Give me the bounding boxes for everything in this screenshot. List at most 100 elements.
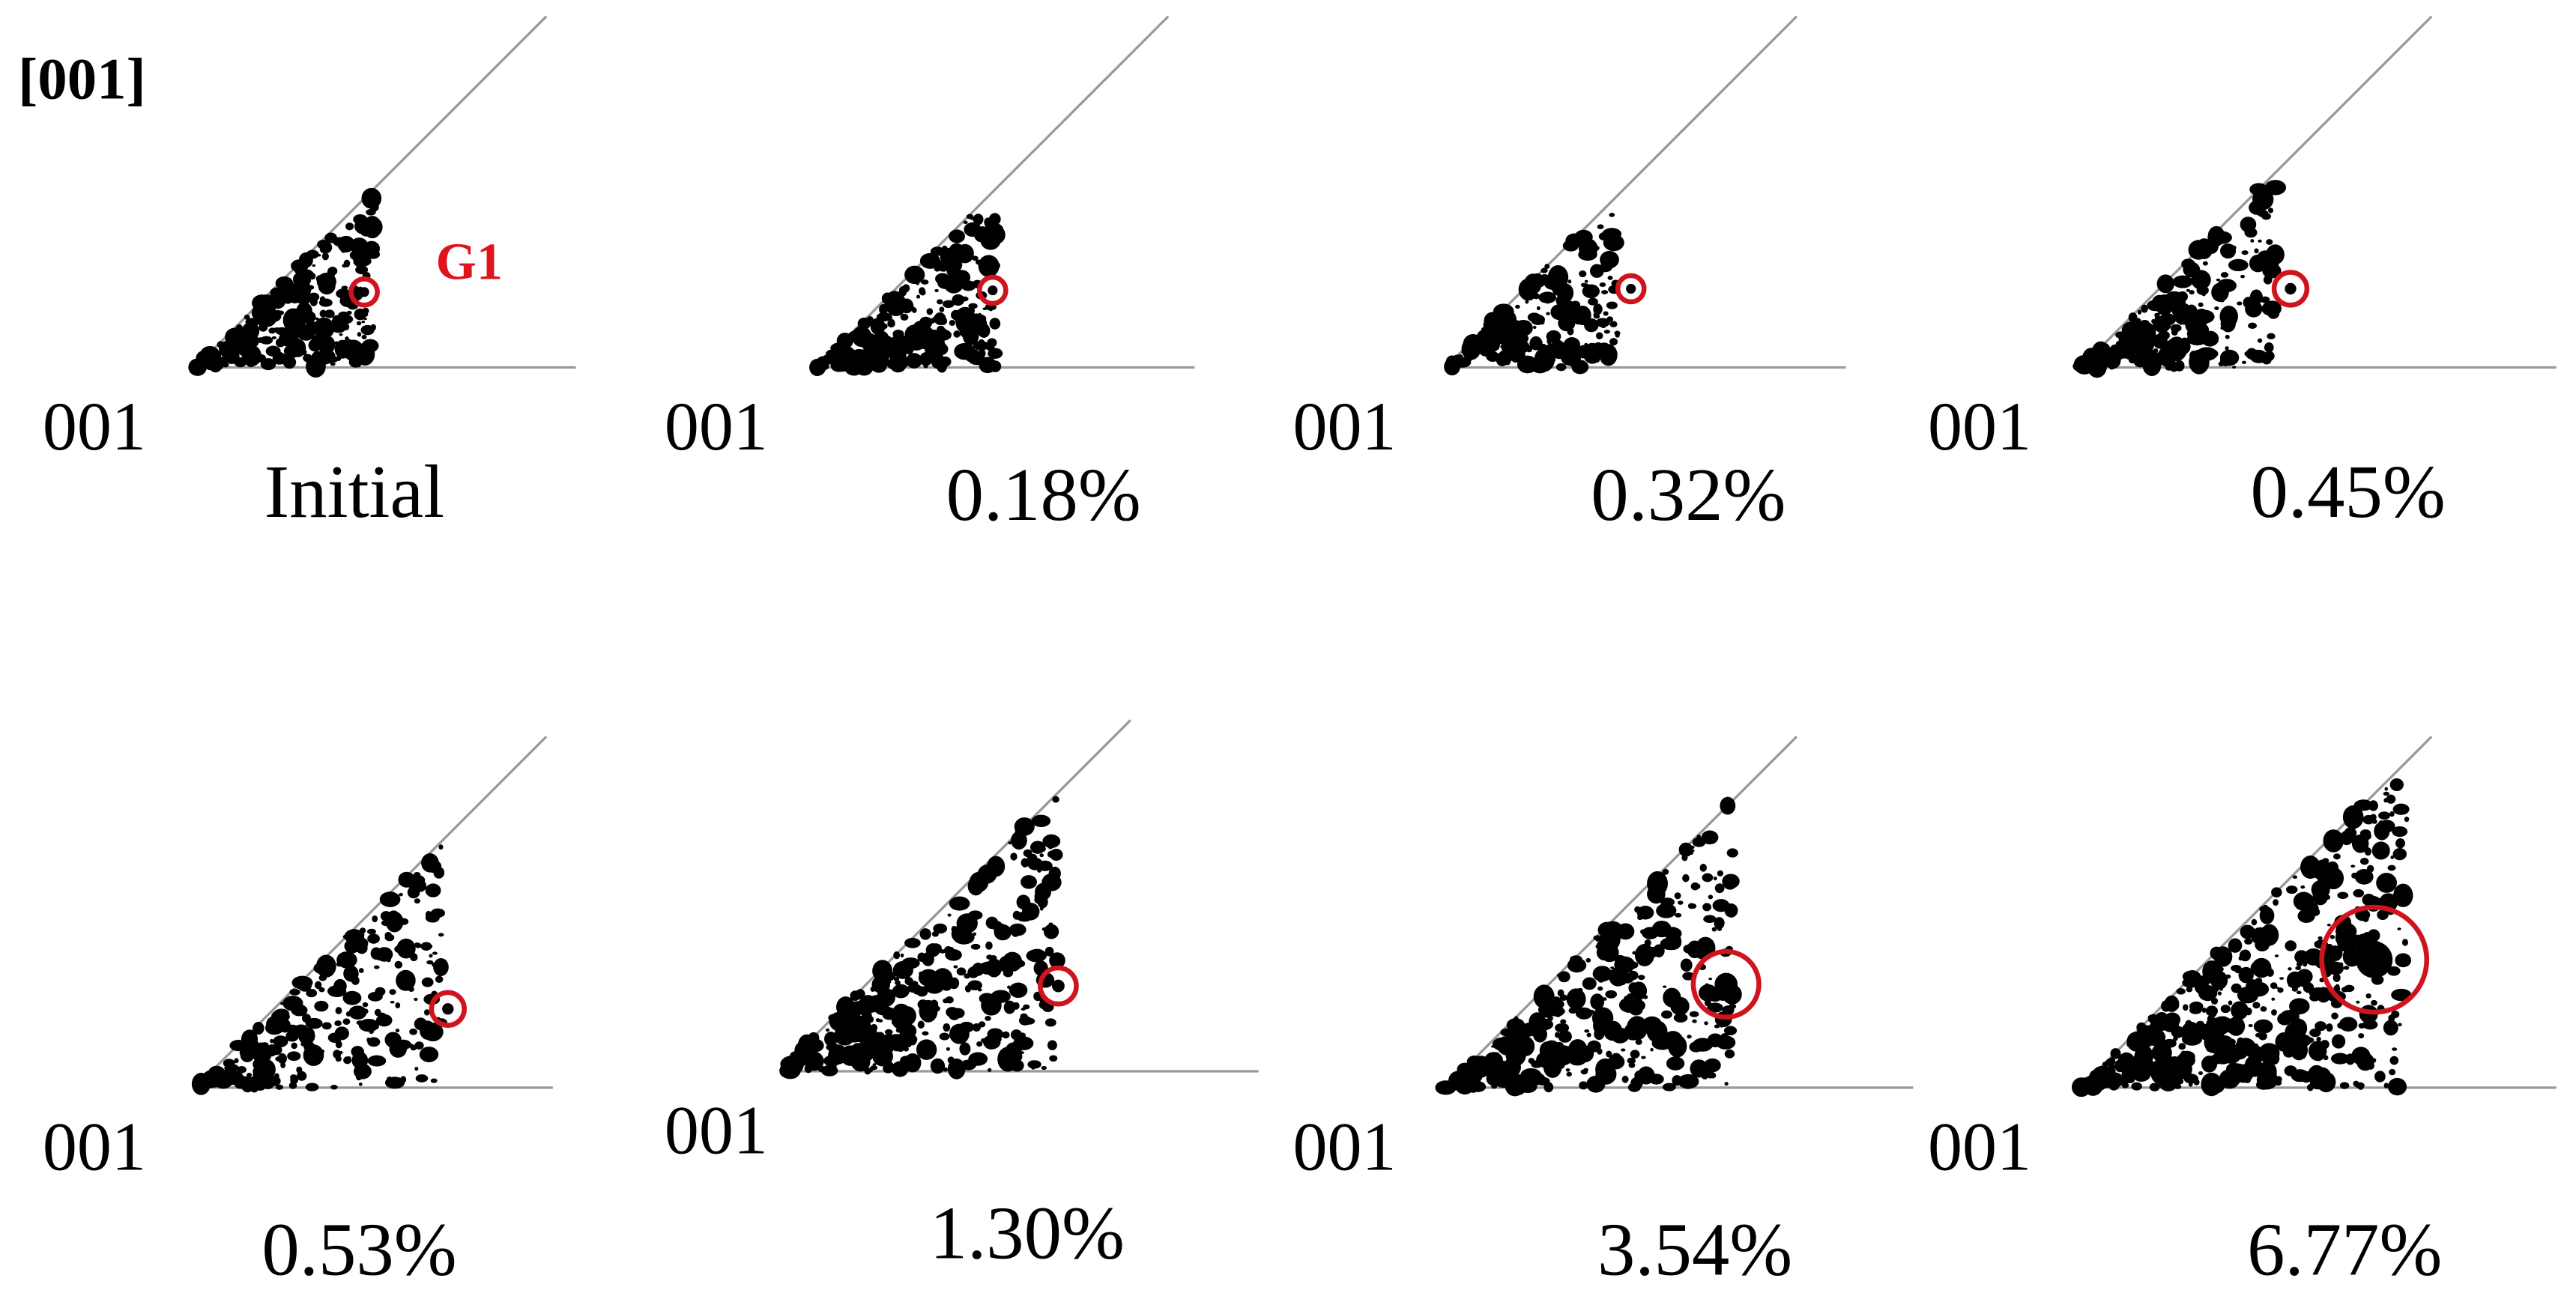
- orientation-spot: [872, 354, 889, 368]
- orientation-spot: [1595, 318, 1610, 327]
- orientation-spot: [2294, 950, 2309, 964]
- orientation-spot: [343, 957, 350, 962]
- orientation-spot: [968, 303, 978, 309]
- orientation-spot: [375, 987, 386, 996]
- orientation-spot: [1047, 1040, 1057, 1050]
- pole-figure: 001 6.77%: [1928, 736, 2557, 1292]
- orientation-spot: [2183, 1004, 2189, 1011]
- orientation-spot: [817, 1065, 826, 1073]
- orientation-spot: [1558, 971, 1570, 983]
- orientation-spot: [1699, 863, 1707, 872]
- orientation-spot: [2228, 1000, 2233, 1005]
- orientation-spot: [2392, 803, 2410, 815]
- orientation-spot: [909, 338, 916, 343]
- orientation-spot: [2178, 1043, 2186, 1050]
- orientation-spot: [255, 1074, 268, 1088]
- orientation-spot: [2137, 309, 2142, 315]
- orientation-spot: [259, 336, 273, 345]
- orientation-spot: [2211, 337, 2219, 345]
- orientation-spot: [2229, 245, 2237, 250]
- orientation-spot: [2141, 304, 2148, 313]
- orientation-spot: [1048, 866, 1061, 881]
- orientation-spot: [2387, 864, 2396, 871]
- orientation-spot: [937, 325, 946, 334]
- orientation-spot: [895, 1043, 905, 1053]
- orientation-spot: [2270, 934, 2274, 938]
- orientation-spot: [354, 342, 375, 366]
- orientation-spot: [815, 360, 827, 369]
- orientation-spot: [2216, 278, 2221, 282]
- orientation-spot: [345, 222, 354, 231]
- orientation-spot: [1529, 1012, 1546, 1032]
- orientation-spot: [2243, 1077, 2251, 1083]
- orientation-spot: [998, 956, 1013, 972]
- orientation-spot: [211, 1077, 220, 1088]
- orientation-spot: [1674, 892, 1681, 900]
- orientation-spot: [1621, 1075, 1629, 1083]
- orientation-spot: [2162, 1038, 2177, 1048]
- orientation-spot: [2387, 1077, 2407, 1096]
- orientation-spot: [1049, 1055, 1058, 1062]
- orientation-spot: [987, 1068, 992, 1072]
- orientation-spot: [833, 1017, 842, 1023]
- grain-circle: [429, 990, 467, 1028]
- orientation-spot: [373, 228, 378, 231]
- orientation-spot: [1461, 351, 1466, 354]
- orientation-spot: [1577, 987, 1583, 992]
- orientation-spot: [2356, 1053, 2374, 1071]
- orientation-spot: [958, 932, 965, 941]
- orientation-spot: [275, 1084, 284, 1090]
- orientation-spot: [2379, 1074, 2386, 1080]
- orientation-spot: [294, 293, 304, 300]
- orientation-spot: [1724, 1082, 1729, 1086]
- orientation-spot: [2288, 967, 2292, 971]
- orientation-spot: [247, 1072, 253, 1078]
- orientation-spot: [949, 896, 970, 911]
- orientation-spot: [311, 273, 316, 277]
- orientation-spot: [2392, 847, 2407, 861]
- orientation-spot: [265, 345, 281, 357]
- orientation-spot: [1609, 338, 1618, 346]
- orientation-spot: [1515, 304, 1520, 309]
- orientation-spot: [1540, 319, 1545, 325]
- orientation-spot: [1525, 300, 1529, 304]
- orientation-spot: [952, 294, 965, 306]
- orientation-spot: [1010, 1059, 1024, 1072]
- orientation-spot: [958, 346, 963, 350]
- orientation-spot: [879, 303, 889, 315]
- orientation-spot: [2284, 1065, 2297, 1077]
- orientation-spot: [1567, 279, 1572, 284]
- orientation-spot: [356, 321, 362, 326]
- orientation-spot: [871, 975, 891, 993]
- orientation-spot: [202, 347, 221, 369]
- orientation-spot: [362, 196, 378, 207]
- orientation-spot: [2195, 238, 2213, 259]
- orientation-spot: [270, 1044, 282, 1056]
- corner-label: 001: [1293, 388, 1397, 464]
- orientation-spot: [1026, 949, 1047, 963]
- orientation-spot: [2295, 966, 2302, 971]
- orientation-spot: [2246, 349, 2264, 360]
- orientation-spot: [2316, 1036, 2321, 1042]
- orientation-spot: [237, 1065, 247, 1074]
- orientation-spot: [1592, 966, 1612, 982]
- orientation-spot: [234, 1058, 239, 1064]
- orientation-spot: [1568, 1007, 1577, 1014]
- orientation-spot: [1678, 842, 1693, 857]
- orientation-spot: [2300, 885, 2306, 889]
- strain-label: 1.30%: [930, 1191, 1125, 1275]
- orientation-spot: [860, 333, 877, 351]
- strain-label: Initial: [264, 449, 445, 533]
- orientation-spot: [1549, 356, 1556, 363]
- orientation-spot: [919, 352, 933, 366]
- orientation-spot: [2171, 1057, 2189, 1077]
- orientation-spot: [366, 249, 381, 259]
- orientation-spot: [904, 265, 925, 285]
- orientation-spot: [904, 1030, 910, 1035]
- strain-label: 0.32%: [1591, 452, 1786, 536]
- orientation-spot: [904, 937, 921, 948]
- orientation-spot: [943, 998, 949, 1004]
- orientation-spot: [301, 1014, 311, 1023]
- orientation-spot: [1565, 1068, 1570, 1072]
- orientation-spot: [1603, 234, 1624, 252]
